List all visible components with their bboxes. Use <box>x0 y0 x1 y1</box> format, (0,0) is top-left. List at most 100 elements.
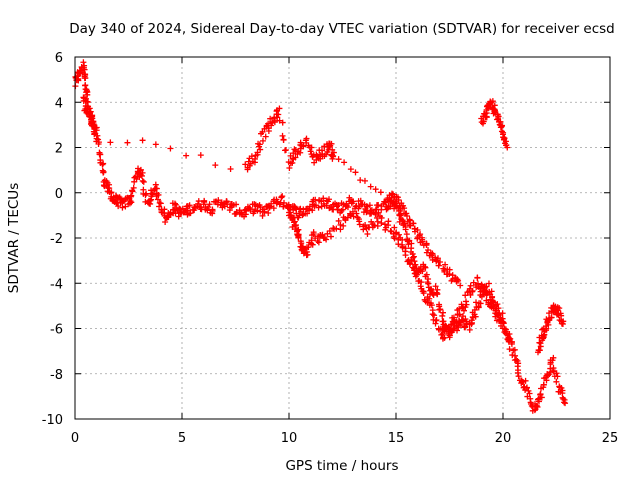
data-point <box>124 139 131 146</box>
data-point <box>363 209 370 216</box>
data-point <box>392 230 399 237</box>
data-point <box>99 161 106 168</box>
data-point <box>500 129 507 136</box>
data-point <box>483 110 490 117</box>
data-point <box>197 152 204 159</box>
y-tick-label: -6 <box>50 323 63 338</box>
data-point <box>456 311 463 318</box>
data-point <box>560 395 567 402</box>
data-point <box>462 292 469 299</box>
data-point <box>357 177 364 184</box>
data-point <box>378 206 385 213</box>
data-point <box>315 204 322 211</box>
data-point <box>292 154 299 161</box>
data-point <box>394 194 401 201</box>
data-point <box>409 264 416 271</box>
data-point <box>508 339 515 346</box>
data-point <box>446 270 453 277</box>
data-point <box>127 198 134 205</box>
data-point <box>410 220 417 227</box>
grid <box>75 57 610 419</box>
data-point <box>382 226 389 233</box>
data-point <box>538 394 545 401</box>
data-point <box>393 203 400 210</box>
data-point <box>297 139 304 146</box>
data-point <box>128 192 135 199</box>
data-point <box>256 141 263 148</box>
data-point <box>335 217 342 224</box>
data-point <box>408 256 415 263</box>
data-point <box>488 288 495 295</box>
data-point <box>399 217 406 224</box>
y-tick-label: -10 <box>42 413 63 428</box>
data-point <box>350 213 357 220</box>
data-point <box>553 378 560 385</box>
data-point <box>453 318 460 325</box>
data-point <box>339 206 346 213</box>
data-point <box>425 247 432 254</box>
data-point <box>152 141 159 148</box>
data-point <box>95 139 102 146</box>
data-point <box>352 169 359 176</box>
data-point <box>340 222 347 229</box>
data-point <box>139 177 146 184</box>
data-point <box>374 218 381 225</box>
y-tick-label: 6 <box>55 51 63 66</box>
data-point <box>500 320 507 327</box>
data-point <box>280 136 287 143</box>
data-point <box>378 220 385 227</box>
data-point <box>507 335 514 342</box>
data-point <box>411 265 418 272</box>
data-point <box>533 402 540 409</box>
data-point <box>309 241 316 248</box>
data-point <box>548 314 555 321</box>
data-point <box>92 124 99 131</box>
data-point <box>469 288 476 295</box>
data-point <box>293 210 300 217</box>
data-point <box>254 207 261 214</box>
data-point <box>556 305 563 312</box>
data-point <box>248 153 255 160</box>
data-point <box>445 326 452 333</box>
data-point <box>549 357 556 364</box>
data-point <box>550 302 557 309</box>
data-point <box>107 139 114 146</box>
data-point <box>162 219 169 226</box>
data-point <box>183 152 190 159</box>
data-point <box>492 307 499 314</box>
data-point <box>468 321 475 328</box>
data-point <box>441 334 448 341</box>
data-point <box>514 369 521 376</box>
data-point <box>100 160 107 167</box>
data-point <box>227 165 234 172</box>
data-point <box>309 207 316 214</box>
data-point <box>485 280 492 287</box>
data-point <box>502 326 509 333</box>
data-point <box>337 209 344 216</box>
data-point <box>139 137 146 144</box>
data-point <box>276 105 283 112</box>
data-point <box>187 210 194 217</box>
data-point <box>99 167 106 174</box>
data-point <box>329 206 336 213</box>
data-point <box>418 279 425 286</box>
data-point <box>408 245 415 252</box>
data-point <box>403 212 410 219</box>
data-point <box>559 320 566 327</box>
data-point <box>378 214 385 221</box>
data-point <box>140 178 147 185</box>
data-point <box>402 223 409 230</box>
data-point <box>175 213 182 220</box>
x-axis-label: GPS time / hours <box>285 458 398 474</box>
data-point <box>195 198 202 205</box>
data-point <box>319 231 326 238</box>
tick-labels: 0 5 10 15 20 25 -10 -8 -6 -4 -2 0 2 4 6 <box>42 51 619 446</box>
data-point <box>395 197 402 204</box>
data-point <box>513 356 520 363</box>
data-point <box>171 200 178 207</box>
data-point <box>375 209 382 216</box>
data-point <box>431 312 438 319</box>
data-point <box>460 307 467 314</box>
data-point <box>395 241 402 248</box>
